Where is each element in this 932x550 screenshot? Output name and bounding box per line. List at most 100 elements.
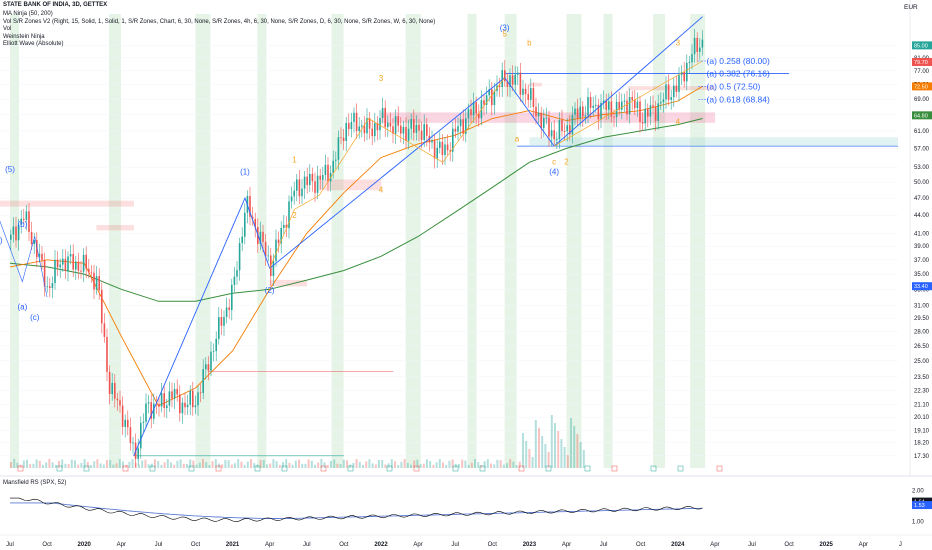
candle-body xyxy=(457,126,459,132)
candle-body xyxy=(80,270,82,272)
candle-body xyxy=(657,103,659,121)
candle-body xyxy=(610,101,613,117)
indicator-vol-sr-zones[interactable]: Vol S/R Zones V2 (Right, 15, Solid, 1, S… xyxy=(3,18,436,25)
candle-body xyxy=(327,164,329,182)
candle-body xyxy=(532,87,535,107)
indicator-elliott-wave[interactable]: Elliott Wave (Absolute) xyxy=(3,41,64,47)
candle-body xyxy=(431,140,433,143)
candle-body xyxy=(101,289,103,324)
time-tick-label: Jul xyxy=(451,542,459,548)
indicator-ma-ninja[interactable]: MA Ninja (50, 200) xyxy=(3,11,53,17)
candle-body xyxy=(680,72,683,76)
volume-bar xyxy=(547,452,550,468)
volume-bar xyxy=(109,460,112,468)
candle-body xyxy=(85,254,87,269)
event-marker xyxy=(650,465,657,472)
volume-bar xyxy=(275,461,278,468)
volume-bar xyxy=(90,464,92,468)
rs-ma-line xyxy=(10,502,703,520)
volume-bar xyxy=(86,461,89,468)
candle-body xyxy=(192,390,194,408)
volume-bar xyxy=(285,459,288,468)
rs-line xyxy=(10,497,703,523)
volume-bar xyxy=(496,459,499,468)
time-axis[interactable]: Jul Oct 2020 Apr Jul Oct 2021 Apr Jul Oct 2022 Apr J… xyxy=(0,534,932,548)
volume-bar xyxy=(58,460,60,468)
price-tag-label: 33.40 xyxy=(914,284,928,290)
time-tick-label: Jul xyxy=(303,542,311,548)
candle-body xyxy=(319,175,321,180)
candle-body xyxy=(654,106,657,121)
lower-pane-title[interactable]: Mansfield RS (SPX, 52) xyxy=(3,480,67,486)
candle-body xyxy=(441,141,444,155)
candle-body xyxy=(285,224,288,229)
volume-bar xyxy=(144,459,147,468)
wave-label: (3) xyxy=(500,24,510,33)
indicator-vol[interactable]: Vol xyxy=(3,26,12,32)
candle-body xyxy=(413,118,415,133)
volume-bar xyxy=(426,459,428,468)
event-markers xyxy=(17,465,723,472)
candle-body xyxy=(696,37,698,52)
volume-bar xyxy=(291,464,294,468)
volume-bar xyxy=(560,439,563,468)
candle-body xyxy=(699,47,701,52)
volume-bar xyxy=(435,462,438,468)
candle-body xyxy=(628,97,631,115)
candle-body xyxy=(605,100,607,110)
candle-body xyxy=(223,317,225,326)
candle-body xyxy=(283,224,285,228)
price-tick-label: 18.20 xyxy=(914,441,930,447)
volume-bar xyxy=(170,462,172,468)
volume-bar xyxy=(464,460,467,468)
candle-body xyxy=(472,102,475,116)
volume-bar xyxy=(186,464,188,468)
volume-bar xyxy=(198,462,201,468)
candle-body xyxy=(181,402,184,414)
wave-label: (b) xyxy=(17,220,27,229)
volume-bar xyxy=(419,464,422,468)
candle-body xyxy=(95,276,98,290)
candle-body xyxy=(332,160,334,173)
highlight-bands xyxy=(10,14,706,468)
candle-body xyxy=(535,106,537,117)
wave-label: 3 xyxy=(379,74,384,83)
candle-body xyxy=(688,62,691,64)
candle-body xyxy=(20,218,22,225)
price-tick-label: 31.00 xyxy=(914,303,930,309)
candle-body xyxy=(608,101,610,110)
time-tick-label: Oct xyxy=(636,542,646,548)
volume-bar xyxy=(138,464,140,468)
volume-bar xyxy=(358,461,361,468)
candle-body xyxy=(524,88,527,95)
candle-body xyxy=(384,107,386,128)
volume-bar xyxy=(266,464,268,468)
candle-body xyxy=(493,91,496,106)
indicator-weinstein[interactable]: Weinstein Ninja xyxy=(3,33,45,40)
candle-body xyxy=(30,231,33,244)
candle-body xyxy=(244,212,246,237)
volume-bar xyxy=(102,464,105,468)
candle-body xyxy=(361,125,363,127)
volume-bar xyxy=(499,460,502,468)
volume-bar xyxy=(278,464,281,468)
price-axis[interactable]: 85.0081.0077.0073.0069.0065.0061.0057.00… xyxy=(909,0,932,476)
volume-bar xyxy=(115,463,118,468)
highlight-band xyxy=(257,14,267,468)
price-tick-label: 50.00 xyxy=(914,180,930,186)
highlight-band xyxy=(467,14,477,468)
volume-bar xyxy=(272,459,275,468)
candle-body xyxy=(306,176,308,186)
volume-bar xyxy=(230,464,233,468)
candle-body xyxy=(649,105,652,117)
candle-body xyxy=(556,139,558,140)
wave-label: (4) xyxy=(0,236,3,245)
candle-body xyxy=(254,219,256,228)
candle-body xyxy=(368,118,371,129)
volume-bar xyxy=(259,460,262,468)
candle-body xyxy=(103,323,106,337)
volume-bar xyxy=(346,460,348,468)
candle-body xyxy=(218,317,220,339)
highlight-band xyxy=(690,14,706,468)
